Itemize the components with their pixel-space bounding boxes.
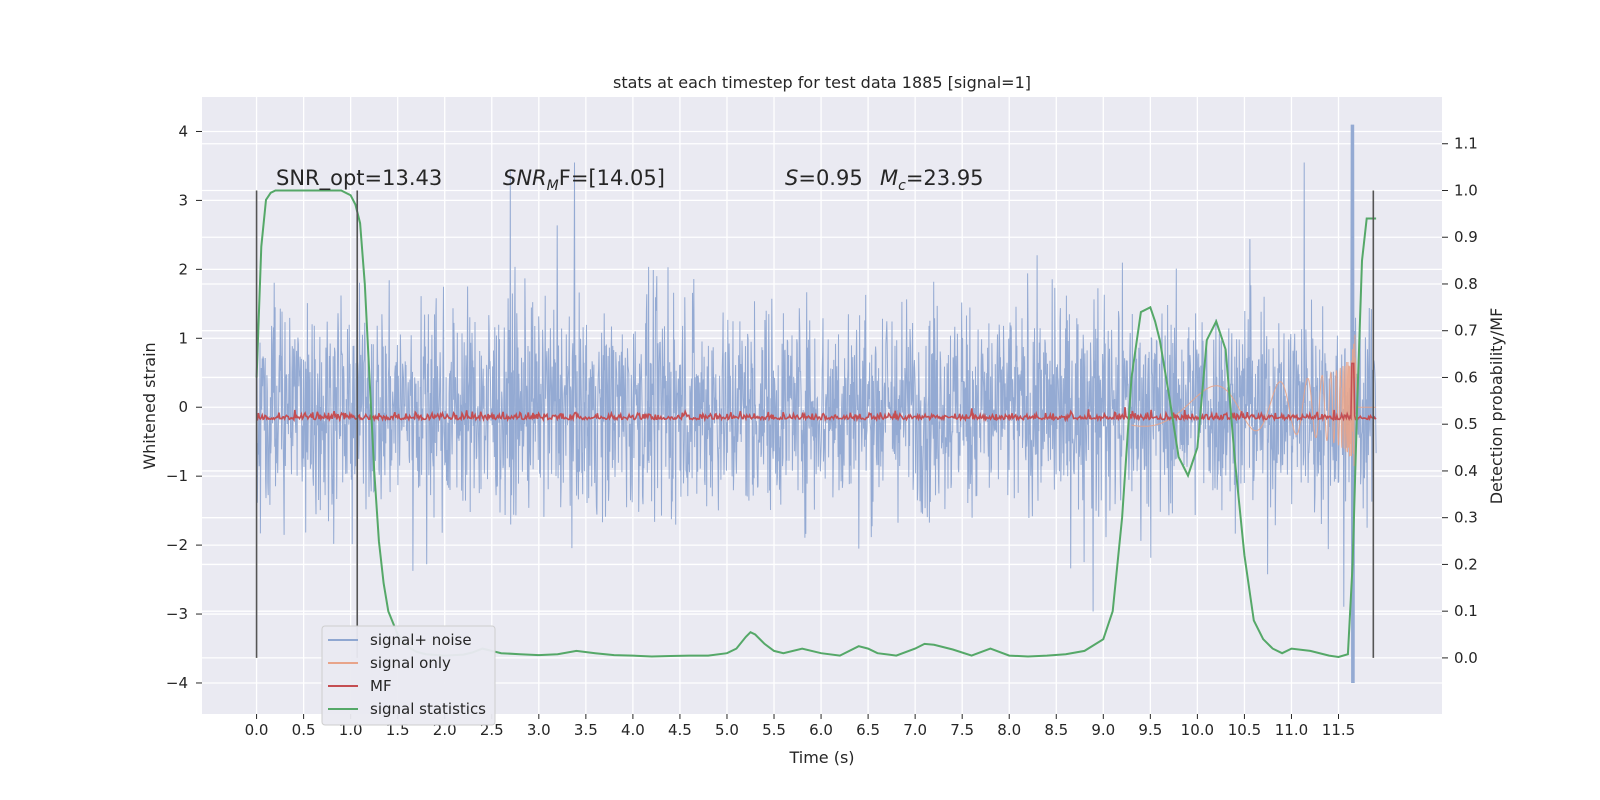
x-tick-label: 4.5 bbox=[668, 721, 692, 739]
x-tick-label: 11.5 bbox=[1322, 721, 1355, 739]
y-right-tick-label: 0.8 bbox=[1454, 275, 1478, 293]
y-tick-label: −2 bbox=[166, 536, 188, 554]
legend-label-signal-noise: signal+ noise bbox=[370, 631, 472, 649]
x-tick-label: 8.0 bbox=[997, 721, 1021, 739]
y-right-tick-label: 0.4 bbox=[1454, 462, 1478, 480]
x-tick-label: 8.5 bbox=[1044, 721, 1068, 739]
series-mf-line bbox=[255, 362, 1377, 423]
y-tick-label: 0 bbox=[178, 398, 188, 416]
x-tick-label: 10.0 bbox=[1181, 721, 1214, 739]
axis-ticks: 0.0 0.5 1.0 1.5 2.0 2.5 3.0 3.5 4.0 4.5 5.0 5.5 6.0 6… bbox=[166, 122, 1478, 739]
y-right-tick-label: 0.0 bbox=[1454, 649, 1478, 667]
series-signal-noise-line bbox=[256, 124, 1377, 684]
x-tick-label: 0.0 bbox=[245, 721, 269, 739]
y-right-tick-label: 0.1 bbox=[1454, 602, 1478, 620]
legend-label-signal-statistics: signal statistics bbox=[370, 700, 486, 718]
y-tick-label: −1 bbox=[166, 467, 188, 485]
annotation-snr-opt: SNR_opt=13.43 bbox=[276, 166, 442, 191]
y-right-tick-label: 0.2 bbox=[1454, 555, 1478, 573]
y-right-tick-label: 0.5 bbox=[1454, 415, 1478, 433]
x-axis-label: Time (s) bbox=[788, 748, 854, 767]
y-tick-label: 2 bbox=[178, 260, 188, 278]
x-tick-label: 7.0 bbox=[903, 721, 927, 739]
y-tick-label: 3 bbox=[178, 191, 188, 209]
legend: signal+ noise signal only MF signal stat… bbox=[321, 625, 496, 726]
x-tick-label: 9.0 bbox=[1091, 721, 1115, 739]
y-tick-label: −4 bbox=[166, 674, 188, 692]
y-axis-label: Whitened strain bbox=[140, 342, 159, 469]
y-right-tick-label: 0.3 bbox=[1454, 509, 1478, 527]
x-tick-label: 9.5 bbox=[1138, 721, 1162, 739]
x-tick-label: 6.0 bbox=[809, 721, 833, 739]
y-tick-label: 1 bbox=[178, 329, 188, 347]
chart-title: stats at each timestep for test data 188… bbox=[613, 73, 1031, 92]
x-tick-label: 11.0 bbox=[1275, 721, 1308, 739]
x-tick-label: 10.5 bbox=[1228, 721, 1261, 739]
annotation-mc: Mc=23.95 bbox=[880, 166, 984, 194]
legend-label-mf: MF bbox=[370, 677, 392, 695]
x-tick-label: 3.5 bbox=[574, 721, 598, 739]
series-signal-statistics-line bbox=[255, 189, 1377, 659]
x-tick-label: 5.5 bbox=[762, 721, 786, 739]
annotation-snr-mf: SNRMF=[14.05] bbox=[503, 166, 665, 194]
y-right-tick-label: 0.7 bbox=[1454, 322, 1478, 340]
legend-label-signal-only: signal only bbox=[370, 654, 451, 672]
x-tick-label: 4.0 bbox=[621, 721, 645, 739]
x-tick-label: 0.5 bbox=[292, 721, 316, 739]
y-tick-label: −3 bbox=[166, 605, 188, 623]
x-tick-label: 6.5 bbox=[856, 721, 880, 739]
vertical-markers bbox=[255, 190, 1375, 658]
x-tick-label: 5.0 bbox=[715, 721, 739, 739]
x-tick-label: 7.5 bbox=[950, 721, 974, 739]
x-tick-label: 3.0 bbox=[527, 721, 551, 739]
legend-box bbox=[321, 625, 496, 726]
annotation-s: S=0.95 bbox=[785, 166, 863, 190]
y-right-tick-label: 1.1 bbox=[1454, 135, 1478, 153]
y-tick-label: 4 bbox=[178, 122, 188, 140]
y-right-tick-label: 0.6 bbox=[1454, 368, 1478, 386]
y-right-tick-label: 1.0 bbox=[1454, 181, 1478, 199]
series-layer bbox=[255, 124, 1377, 684]
y-axis-label-right: Detection probability/MF bbox=[1487, 308, 1506, 505]
y-right-tick-label: 0.9 bbox=[1454, 228, 1478, 246]
